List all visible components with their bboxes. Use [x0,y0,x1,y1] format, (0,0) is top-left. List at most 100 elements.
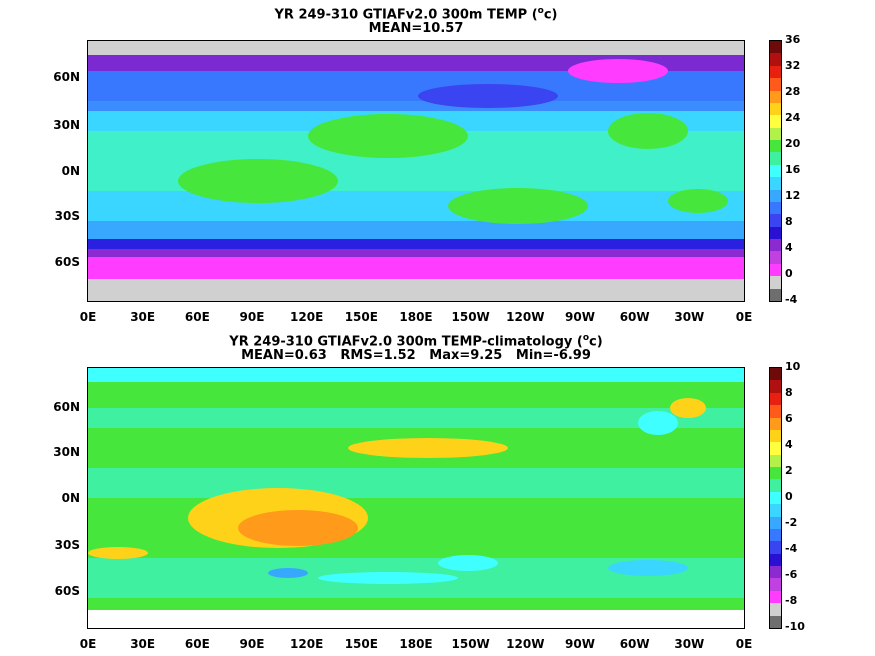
colorbar-segment [770,140,781,153]
colorbar-segment [770,115,781,128]
colorbar-segment [770,405,781,418]
lat-label: 30S [54,538,80,552]
lon-label: 0E [735,637,753,651]
colorbar-tick-label: 2 [785,464,793,477]
lon-label: 60W [619,637,650,651]
lon-label: 150E [344,310,378,324]
colorbar-tick-label: 20 [785,137,801,150]
lon-label: 120E [290,310,324,324]
colorbar-segment [770,467,781,480]
colorbar-segment [770,226,781,239]
lon-label: 180E [399,637,433,651]
lat-label: 30S [54,209,80,223]
colorbar-tick-label: 8 [785,215,793,228]
panel2-title-line1: YR 249-310 GTIAFv2.0 300m TEMP-climatolo… [229,333,603,350]
lon-label: 0E [79,310,97,324]
colorbar-tick-label: 4 [785,241,793,254]
colorbar-tick-label: 24 [785,111,801,124]
lon-label: 0E [79,637,97,651]
colorbar-tick-label: 16 [785,163,801,176]
colorbar-segment [770,78,781,91]
colorbar-segment [770,239,781,252]
panel2-map [87,367,745,629]
lat-label: 60N [53,70,80,84]
panel1-title-line1: YR 249-310 GTIAFv2.0 300m TEMP (oc) [274,6,558,23]
lon-label: 60E [184,310,210,324]
colorbar-tick-label: 0 [785,490,793,503]
lon-label: 150W [451,310,490,324]
colorbar-segment [770,65,781,79]
lat-label: 60N [53,400,80,414]
colorbar-segment [770,53,781,66]
lon-label: 90E [239,310,265,324]
colorbar-tick-label: 32 [785,59,801,72]
colorbar-tick-label: -2 [785,516,798,529]
colorbar-segment [770,214,781,227]
colorbar-segment [770,368,781,381]
lon-label: 150W [451,637,490,651]
colorbar-segment [770,528,781,542]
lat-label: 0N [61,164,80,178]
lon-label: 120W [506,637,545,651]
panel1-title-line2: MEAN=10.57 [368,21,464,36]
lon-label: 90E [239,637,265,651]
lon-label: 30W [674,310,705,324]
colorbar-segment [770,276,781,289]
colorbar-segment [770,553,781,566]
colorbar-segment [770,615,781,628]
colorbar-tick-label: -4 [785,542,798,555]
panel1-map [87,40,745,302]
colorbar-segment [770,504,781,517]
panel2-colorbar [769,367,782,629]
lat-label: 30N [53,118,80,132]
colorbar-segment [770,177,781,190]
colorbar-tick-label: -10 [785,620,805,633]
colorbar-tick-label: -4 [785,293,798,306]
colorbar-segment [770,127,781,140]
colorbar-segment [770,189,781,202]
colorbar-segment [770,392,781,406]
colorbar-tick-label: 12 [785,189,801,202]
colorbar-segment [770,41,781,54]
lon-label: 60W [619,310,650,324]
lon-label: 120E [290,637,324,651]
colorbar-segment [770,152,781,165]
colorbar-segment [770,541,781,554]
colorbar-segment [770,164,781,178]
colorbar-tick-label: -8 [785,594,798,607]
colorbar-segment [770,491,781,505]
colorbar-segment [770,516,781,529]
lon-label: 180E [399,310,433,324]
lon-label: 30E [130,637,156,651]
colorbar-segment [770,102,781,116]
colorbar-segment [770,603,781,616]
colorbar-tick-label: 36 [785,33,801,46]
panel2-title-line2: MEAN=0.63 RMS=1.52 Max=9.25 Min=-6.99 [241,348,591,363]
colorbar-segment [770,578,781,591]
colorbar-segment [770,442,781,455]
colorbar-tick-label: 10 [785,360,801,373]
colorbar-segment [770,380,781,393]
lon-label: 90W [565,310,595,324]
colorbar-segment [770,479,781,492]
lon-label: 90W [565,637,595,651]
colorbar-segment [770,590,781,604]
lat-label: 60S [54,255,80,269]
lon-label: 120W [506,310,545,324]
colorbar-segment [770,263,781,277]
colorbar-segment [770,288,781,301]
colorbar-tick-label: 28 [785,85,801,98]
lon-label: 30W [674,637,705,651]
colorbar-segment [770,201,781,215]
lon-label: 30E [130,310,156,324]
colorbar-tick-label: 8 [785,386,793,399]
colorbar-segment [770,90,781,103]
colorbar-tick-label: 4 [785,438,793,451]
colorbar-segment [770,417,781,430]
colorbar-tick-label: 0 [785,267,793,280]
colorbar-tick-label: -6 [785,568,798,581]
colorbar-segment [770,454,781,467]
panel1-colorbar [769,40,782,302]
lon-label: 150E [344,637,378,651]
lon-label: 60E [184,637,210,651]
